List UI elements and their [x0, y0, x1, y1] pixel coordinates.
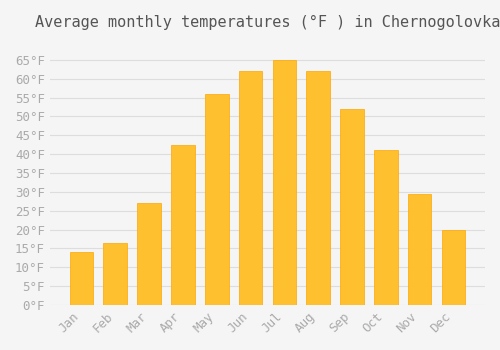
Title: Average monthly temperatures (°F ) in Chernogolovka: Average monthly temperatures (°F ) in Ch…	[34, 15, 500, 30]
Bar	[340, 109, 364, 305]
Bar	[171, 145, 194, 305]
Bar	[272, 60, 296, 305]
Bar	[408, 194, 432, 305]
Bar	[374, 150, 398, 305]
Bar	[238, 71, 262, 305]
Bar	[104, 243, 127, 305]
Bar	[70, 252, 94, 305]
Bar	[205, 94, 229, 305]
Bar	[138, 203, 161, 305]
Bar	[442, 230, 465, 305]
Bar	[306, 71, 330, 305]
